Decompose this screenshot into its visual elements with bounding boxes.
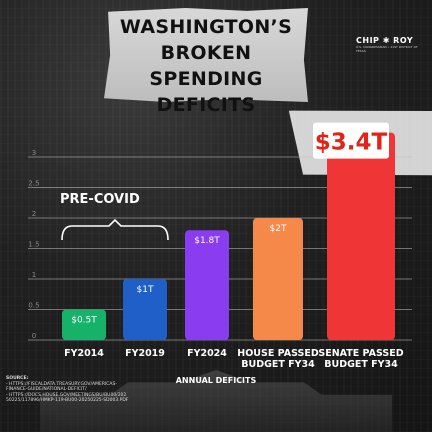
- y-tick-label: 0: [32, 332, 36, 340]
- bar: [327, 132, 395, 340]
- data-label: $0.5T: [71, 316, 97, 326]
- source-line: 50225/117896/HMKP-119-BU00-20250225-SD00…: [6, 398, 129, 404]
- y-tick-label: 1.5: [28, 241, 39, 249]
- logo-subtitle: U.S. CONGRESSMAN • 21ST DISTRICT OF TEXA…: [356, 45, 418, 53]
- precovid-bracket: [61, 218, 169, 241]
- bar: [62, 309, 106, 340]
- data-label: $3.4T: [315, 130, 388, 156]
- data-label: $1.8T: [194, 236, 220, 246]
- category-label: FY2024: [187, 348, 227, 359]
- sources-block: SOURCE: - HTTPS://FISCALDATA.TREASURY.GO…: [6, 376, 156, 404]
- y-tick-label: 2: [32, 210, 36, 218]
- logo-main-text: CHIP ✱ ROY: [356, 36, 414, 45]
- category-label: FY2019: [125, 348, 165, 359]
- x-axis-label: ANNUAL DEFICITS: [175, 376, 257, 385]
- title-paper-background: [104, 8, 308, 102]
- y-tick-label: 1: [32, 271, 36, 279]
- y-tick-label: 0.5: [28, 302, 39, 310]
- title-line-3: DEFICITS: [156, 94, 256, 116]
- data-label: $2T: [270, 224, 287, 234]
- y-tick-label: 3: [32, 149, 36, 157]
- y-tick-label: 2.5: [28, 180, 39, 188]
- data-label: $1T: [137, 285, 154, 295]
- precovid-annotation-label: PRE-COVID: [60, 192, 140, 207]
- category-label: BUDGET FY34: [241, 359, 315, 370]
- title-line-1: WASHINGTON’S: [119, 16, 293, 38]
- bar: [185, 230, 229, 340]
- highlight-label-box: [313, 122, 389, 159]
- page-title: WASHINGTON’S BROKEN SPENDING DEFICITS: [104, 14, 308, 118]
- category-label: HOUSE PASSED: [237, 348, 319, 359]
- category-label: SENATE PASSED: [318, 348, 403, 359]
- category-label: FY2014: [64, 348, 104, 359]
- source-line: - HTTPS://DOCS.HOUSE.GOV/MEETINGS/BU/BU0…: [6, 392, 127, 398]
- title-line-2: BROKEN SPENDING: [149, 42, 263, 90]
- chip-roy-logo: CHIP ✱ ROY U.S. CONGRESSMAN • 21ST DISTR…: [356, 36, 426, 53]
- sources-heading: SOURCE:: [6, 376, 29, 381]
- category-label: BUDGET FY34: [324, 359, 398, 370]
- source-line: FINANCE-GUIDE/NATIONAL-DEFICIT/: [6, 387, 87, 393]
- source-line: - HTTPS://FISCALDATA.TREASURY.GOV/AMERIC…: [6, 381, 117, 387]
- bar: [123, 279, 167, 340]
- bar: [253, 218, 303, 340]
